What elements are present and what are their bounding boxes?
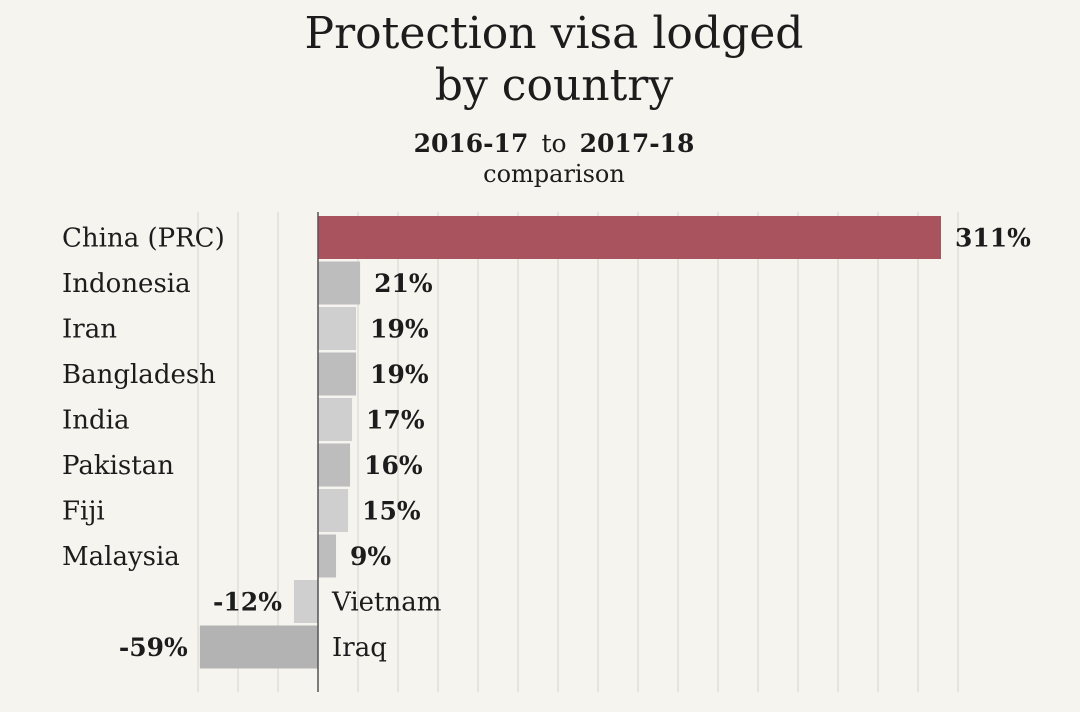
category-label-pakistan: Pakistan	[62, 451, 174, 481]
subtitle-from: 2016-17	[414, 129, 529, 158]
bar-iran	[318, 307, 357, 350]
value-label-fiji: 15%	[362, 497, 421, 526]
chart-title-line-2: by country	[435, 60, 674, 111]
category-label-india: India	[62, 406, 129, 436]
value-label-bangladesh: 19%	[370, 360, 429, 389]
bar-vietnam	[293, 580, 318, 623]
category-label-indonesia: Indonesia	[62, 269, 191, 299]
category-label-china-prc: China (PRC)	[62, 224, 225, 254]
category-label-vietnam: Vietnam	[331, 588, 441, 618]
category-label-iran: Iran	[62, 315, 117, 345]
value-label-indonesia: 21%	[374, 269, 433, 298]
category-label-iraq: Iraq	[332, 633, 387, 663]
bar-bangladesh	[318, 352, 357, 396]
subtitle-joiner: to	[541, 129, 566, 158]
subtitle-to: 2017-18	[580, 129, 695, 158]
bar-pakistan	[318, 443, 351, 487]
value-label-vietnam: -12%	[213, 588, 282, 617]
labels: China (PRC) 311% Indonesia 21% Iran 19% Bangla…	[62, 224, 1031, 664]
value-label-iran: 19%	[370, 315, 429, 344]
chart-subtitle-line-1: 2016-17 to 2017-18	[414, 129, 695, 158]
value-label-china-prc: 311%	[955, 224, 1031, 253]
category-label-bangladesh: Bangladesh	[62, 360, 216, 390]
category-label-fiji: Fiji	[62, 497, 105, 527]
value-label-malaysia: 9%	[350, 542, 391, 571]
bar-china-prc	[318, 216, 941, 259]
value-label-india: 17%	[366, 406, 425, 435]
bars	[199, 216, 941, 669]
bar-fiji	[318, 489, 349, 532]
value-label-pakistan: 16%	[364, 451, 423, 480]
gridlines	[197, 212, 959, 692]
bar-iraq	[199, 625, 318, 669]
bar-india	[318, 398, 353, 441]
value-label-iraq: -59%	[119, 633, 188, 662]
chart-subtitle-line-2: comparison	[483, 160, 625, 188]
category-label-malaysia: Malaysia	[62, 542, 180, 572]
chart-title-line-1: Protection visa lodged	[305, 8, 804, 59]
bar-indonesia	[318, 261, 361, 305]
bar-malaysia	[318, 534, 337, 578]
